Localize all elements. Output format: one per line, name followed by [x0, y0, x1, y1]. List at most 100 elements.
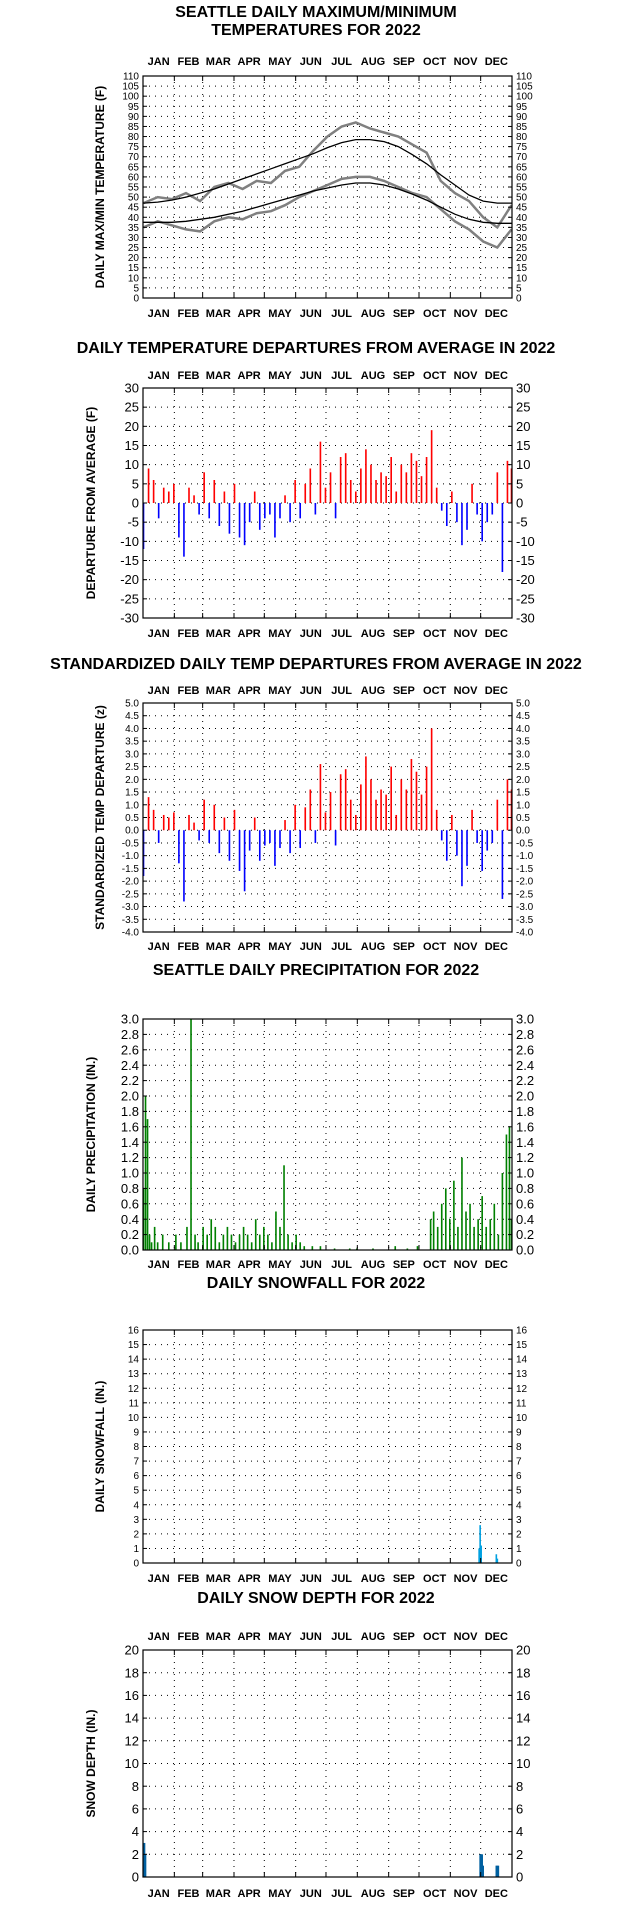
bar: [440, 1203, 443, 1250]
bar: [479, 1854, 481, 1877]
y-tick-label: 10: [128, 1413, 140, 1424]
month-label: JUN: [300, 1259, 322, 1271]
y-axis-label: DAILY PRECIPITATION (IN.): [84, 1057, 98, 1213]
month-label: JAN: [148, 1573, 170, 1585]
month-label: AUG: [361, 1259, 385, 1271]
y-tick-label: 2.4: [516, 1058, 534, 1073]
bar: [416, 1246, 419, 1250]
bar: [480, 1545, 482, 1563]
chart-title: SEATTLE DAILY MAXIMUM/MINIMUM: [175, 4, 457, 21]
y-tick-label: 1.5: [125, 788, 139, 799]
month-label: NOV: [454, 1888, 479, 1900]
bar: [496, 799, 499, 831]
y-tick-label: 18: [516, 1665, 530, 1680]
month-label: AUG: [361, 941, 385, 953]
month-label: APR: [238, 1888, 261, 1900]
month-label: SEP: [393, 941, 415, 953]
y-tick-label: 2: [133, 1529, 139, 1540]
month-label: AUG: [361, 1631, 385, 1643]
bar: [390, 766, 392, 831]
bar: [420, 794, 423, 831]
bar: [370, 464, 372, 503]
bar: [213, 804, 216, 831]
y-tick-label: 2.0: [125, 775, 139, 786]
bar: [148, 1234, 151, 1250]
y-tick-label: 1: [516, 1544, 522, 1555]
bar: [370, 779, 372, 831]
bar: [324, 487, 327, 503]
y-tick-label: 0: [132, 1870, 139, 1885]
month-label: JUN: [300, 685, 322, 697]
bar: [465, 1211, 467, 1250]
month-axis: JAN FEB MAR APR MAY JUN JUL AUG SEP OCT NOV DEC: [148, 1330, 508, 1585]
y-tick-label: 4: [133, 1500, 139, 1511]
month-label: NOV: [454, 628, 479, 640]
y-tick-label: 3: [516, 1515, 522, 1526]
y-tick-label: 4: [132, 1824, 139, 1839]
bar: [445, 830, 448, 861]
month-label: MAR: [206, 628, 231, 640]
data-marks: [142, 430, 513, 572]
y-tick-label: 110: [516, 72, 532, 83]
month-label: JUN: [300, 308, 322, 320]
month-label: SEP: [393, 1888, 415, 1900]
bar: [420, 476, 423, 503]
month-label: FEB: [177, 308, 199, 320]
month-label: JUN: [300, 56, 322, 68]
bar: [246, 1234, 249, 1250]
y-tick-label: 10: [516, 1413, 528, 1424]
bar: [157, 503, 160, 519]
y-tick-label: -15: [516, 553, 535, 568]
y-tick-label: 0.0: [516, 826, 530, 837]
bar: [284, 495, 286, 503]
bar: [451, 814, 453, 831]
bar: [274, 830, 276, 866]
bar: [410, 758, 413, 831]
plot-frame: [142, 1018, 513, 1251]
y-tick-label: 1.8: [121, 1104, 139, 1119]
y-tick-label: 0: [133, 294, 139, 305]
y-tick-label: 105: [122, 82, 139, 93]
month-label: SEP: [393, 1259, 415, 1271]
bar: [356, 1248, 358, 1250]
month-label: FEB: [177, 628, 199, 640]
y-axis-label: STANDARDIZED TEMP DEPARTURE (z): [93, 705, 107, 930]
y-tick-label: 15: [125, 438, 139, 453]
bar: [299, 830, 302, 849]
y-tick-label: 3.0: [125, 749, 139, 760]
bar: [375, 480, 377, 503]
y-tick-label: 0.2: [121, 1227, 139, 1242]
month-label: JUL: [331, 370, 352, 382]
bar: [333, 1248, 336, 1250]
month-label: MAY: [268, 1631, 292, 1643]
bar: [339, 457, 342, 503]
bar: [161, 1234, 164, 1250]
month-label: MAR: [206, 685, 231, 697]
y-tick-label: 16: [516, 1688, 530, 1703]
month-label: NOV: [454, 308, 479, 320]
month-label: OCT: [423, 308, 447, 320]
month-label: JAN: [148, 1259, 170, 1271]
y-tick-label: 2: [132, 1847, 139, 1862]
y-tick-label: 80: [516, 132, 528, 143]
bar: [284, 820, 286, 831]
grid: [143, 1019, 512, 1250]
bar: [152, 809, 155, 831]
chart-title: DAILY SNOWFALL FOR 2022: [206, 1275, 426, 1292]
y-tick-label: 5: [133, 283, 139, 294]
month-label: JUL: [331, 308, 352, 320]
bar: [162, 487, 165, 503]
bar: [289, 503, 291, 523]
bar: [188, 487, 190, 503]
month-label: FEB: [177, 370, 199, 382]
y-tick-label: 105: [516, 82, 533, 93]
y-tick-label: 35: [516, 223, 528, 234]
y-tick-label: -1.5: [516, 864, 534, 875]
month-label: OCT: [423, 56, 447, 68]
y-tick-label: 35: [128, 223, 140, 234]
month-label: DEC: [485, 1259, 508, 1271]
bar: [228, 830, 231, 861]
series-line-normal-min: [143, 182, 512, 224]
